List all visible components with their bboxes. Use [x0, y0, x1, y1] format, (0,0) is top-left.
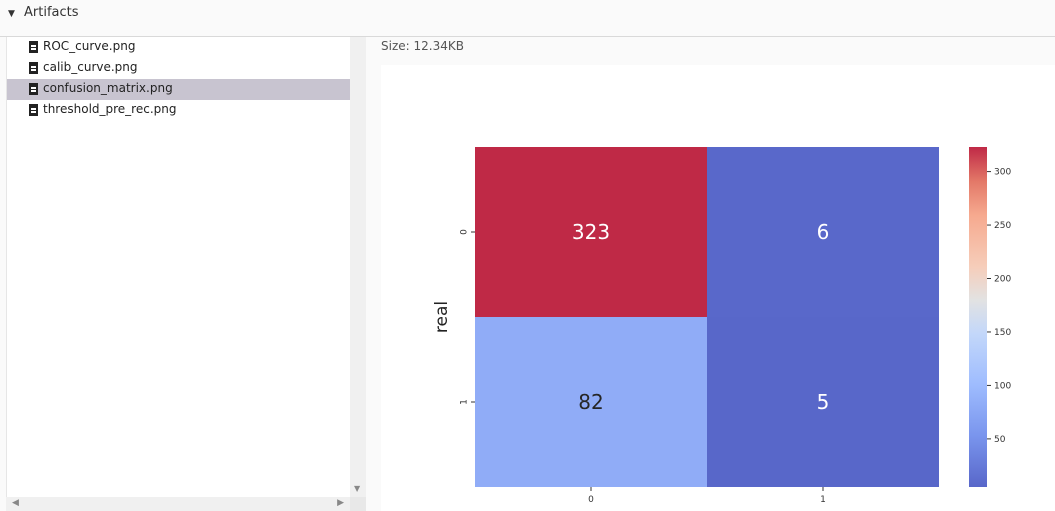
y-tick-label: 1 — [460, 399, 470, 405]
colorbar — [969, 147, 987, 487]
artifact-preview: Size: 12.34KB 32368250101predreal5010015… — [366, 37, 1055, 511]
file-item-roc-curve[interactable]: ROC_curve.png — [7, 37, 351, 58]
scroll-right-icon[interactable]: ▶ — [337, 498, 344, 508]
colorbar-tick-label: 250 — [994, 221, 1011, 231]
vertical-scrollbar[interactable]: ▼ — [350, 37, 366, 497]
scrollbar-corner — [350, 497, 366, 511]
file-label: ROC_curve.png — [43, 39, 136, 53]
file-item-calib-curve[interactable]: calib_curve.png — [7, 58, 351, 79]
cell-value-label: 82 — [578, 390, 603, 414]
caret-down-icon[interactable]: ▼ — [8, 9, 15, 19]
x-axis-label: pred — [688, 509, 727, 511]
x-tick-label: 1 — [820, 495, 826, 505]
artifacts-header[interactable]: ▼ Artifacts — [0, 0, 1055, 37]
colorbar-tick-label: 50 — [994, 435, 1006, 445]
cell-value-label: 6 — [817, 220, 830, 244]
image-frame: 32368250101predreal50100150200250300 — [381, 65, 1055, 511]
file-item-confusion-matrix[interactable]: confusion_matrix.png — [7, 79, 351, 100]
file-tree: ROC_curve.png calib_curve.png confusion_… — [6, 37, 351, 497]
file-label: threshold_pre_rec.png — [43, 102, 177, 116]
heatmap-cell — [475, 317, 707, 487]
file-label: calib_curve.png — [43, 60, 138, 74]
scroll-left-icon[interactable]: ◀ — [12, 498, 19, 508]
y-tick-label: 0 — [460, 229, 470, 235]
file-item-threshold-pre-rec[interactable]: threshold_pre_rec.png — [7, 100, 351, 121]
colorbar-tick-label: 150 — [994, 328, 1011, 338]
y-axis-label: real — [432, 301, 452, 333]
colorbar-tick-label: 100 — [994, 381, 1011, 391]
colorbar-tick-label: 200 — [994, 275, 1011, 285]
file-label: confusion_matrix.png — [43, 81, 173, 95]
x-tick-label: 0 — [588, 495, 594, 505]
artifacts-title: Artifacts — [24, 5, 79, 20]
heatmap-cell — [475, 147, 707, 317]
cell-value-label: 323 — [572, 220, 610, 244]
cell-value-label: 5 — [817, 390, 830, 414]
image-file-icon — [29, 104, 38, 116]
image-file-icon — [29, 83, 38, 95]
file-size-label: Size: 12.34KB — [381, 39, 464, 53]
scroll-down-icon[interactable]: ▼ — [354, 484, 361, 493]
heatmap-cell — [707, 147, 939, 317]
image-file-icon — [29, 62, 38, 74]
confusion-matrix-chart: 32368250101predreal50100150200250300 — [432, 147, 1011, 511]
heatmap-cell — [707, 317, 939, 487]
horizontal-scrollbar[interactable]: ◀ ▶ — [6, 497, 350, 511]
colorbar-tick-label: 300 — [994, 168, 1011, 178]
image-file-icon — [29, 41, 38, 53]
